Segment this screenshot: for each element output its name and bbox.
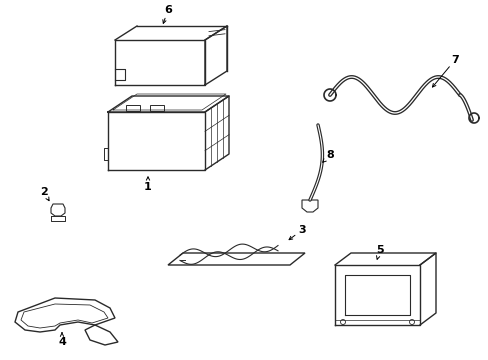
Text: 4: 4 bbox=[58, 337, 66, 347]
Text: 1: 1 bbox=[144, 182, 152, 192]
Text: 6: 6 bbox=[164, 5, 172, 15]
Bar bbox=[126, 105, 140, 111]
Bar bbox=[150, 105, 163, 111]
Text: 7: 7 bbox=[450, 55, 458, 65]
Text: 8: 8 bbox=[325, 150, 333, 160]
Text: 5: 5 bbox=[375, 245, 383, 255]
Text: 2: 2 bbox=[40, 187, 48, 197]
Text: 3: 3 bbox=[298, 225, 305, 235]
